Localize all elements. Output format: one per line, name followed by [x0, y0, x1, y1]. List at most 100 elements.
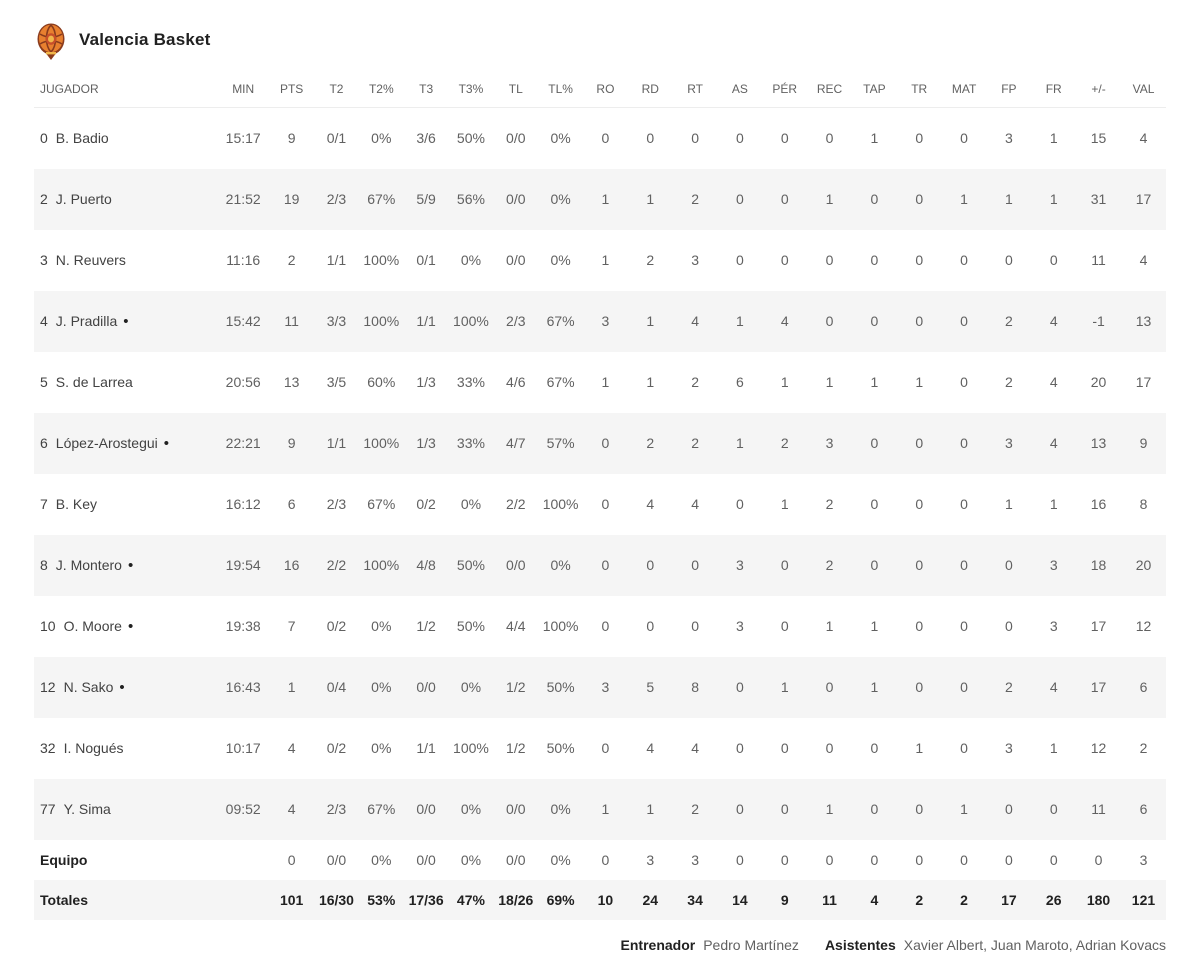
stat-cell: 1/1: [326, 252, 347, 268]
stat-cell: 3: [825, 435, 834, 451]
stat-cell: 3: [736, 557, 744, 573]
stat-cell: 0/2: [326, 618, 347, 634]
stat-cell: 0: [780, 191, 789, 207]
stat-cell: 17: [1135, 374, 1152, 390]
stat-cell: 11: [1091, 801, 1106, 817]
table-row: 3 N. Reuvers 11:16 2 1/1 100% 0/1 0% 0/0 0% 1 2 3 0 0 0…: [34, 230, 1166, 291]
stat-cell: 0%: [371, 851, 392, 868]
stat-cell: 0/0: [416, 851, 436, 868]
stat-cell: 0%: [550, 130, 571, 147]
stat-cell: 3: [1049, 618, 1058, 634]
player-dorsal: 2: [40, 191, 48, 207]
stat-cell: 67%: [367, 801, 396, 817]
stat-cell: 8: [1139, 496, 1148, 512]
stat-cell: 13: [1135, 313, 1152, 329]
stat-cell: 100%: [453, 740, 489, 756]
stat-cell: [217, 880, 269, 920]
stat-cell: 3/5: [326, 374, 347, 390]
stat-cell: 9: [287, 435, 296, 451]
column-header-t2: T2: [314, 72, 359, 108]
stat-cell: 0: [780, 740, 789, 756]
column-header-tl: TL: [493, 72, 539, 108]
stat-cell: 2: [1004, 679, 1013, 695]
player-dorsal: 3: [40, 252, 48, 268]
stat-cell: 1/2: [416, 618, 436, 634]
stat-cell: 0%: [550, 557, 571, 573]
column-header-jugador: JUGADOR: [34, 72, 218, 108]
table-row: 0 B. Badio 15:17 9 0/1 0% 3/6 50% 0/0 0% 0 0 0 0 0 0 1 0 0…: [34, 108, 1166, 169]
assistants-names: Xavier Albert, Juan Maroto, Adrian Kovac…: [903, 936, 1166, 953]
table-header-row: JUGADOR MIN PTS T2 T2% T3 T3% TL TL% RO RD RT AS PÉR R…: [34, 72, 1166, 108]
player-name: Equipo: [40, 851, 88, 868]
column-header-: +/-: [1076, 72, 1121, 108]
table-row: 32 I. Nogués 10:17 4 0/2 0% 1/1 100% 1/2 50% 0 4 4 0 0…: [34, 718, 1166, 779]
stat-cell: 100%: [363, 252, 400, 268]
stat-cell: 0: [601, 557, 610, 573]
player-name: J. Montero: [55, 556, 122, 573]
stat-cell: 0/1: [326, 130, 347, 147]
stat-cell: 4/6: [506, 374, 526, 390]
player-name: J. Puerto: [55, 191, 112, 207]
basketball-crest-icon: [36, 19, 66, 61]
stat-cell: 67%: [367, 496, 396, 512]
stat-cell: 19:38: [225, 618, 261, 634]
stat-cell: 4: [691, 313, 699, 329]
starter-dot-icon: •: [127, 557, 134, 575]
player-name: J. Pradilla: [55, 312, 118, 329]
stat-cell: 57%: [546, 435, 575, 451]
team-header: Valencia Basket: [36, 18, 1166, 62]
stat-cell: 0: [1094, 851, 1103, 868]
equipo-row: Equipo 0 0/0 0% 0/0 0% 0/0 0% 0 3 3 0 0 0 0 0 0 0 0 0 3: [34, 840, 1166, 880]
player-dorsal: 0: [40, 130, 48, 147]
stat-cell: 24: [642, 891, 659, 908]
stat-cell: 67%: [367, 191, 396, 207]
player-dorsal: 10: [40, 617, 56, 634]
stat-cell: 09:52: [225, 801, 261, 817]
stat-cell: 0/0: [326, 851, 347, 868]
stat-cell: 0: [736, 191, 744, 207]
stat-cell: 1/1: [416, 313, 436, 329]
stat-cell: 0/0: [506, 557, 526, 573]
stat-cell: 0%: [460, 496, 482, 512]
stat-cell: 0: [1049, 801, 1058, 817]
stat-cell: 16: [1090, 496, 1107, 512]
stat-cell: 0: [1004, 557, 1013, 573]
stat-cell: 1: [825, 801, 834, 817]
stat-cell: 2: [825, 557, 834, 573]
stat-cell: 2: [287, 252, 296, 268]
stat-cell: 2: [646, 435, 655, 451]
player-cell: 12 N. Sako •: [34, 657, 217, 718]
stat-cell: 6: [736, 374, 744, 390]
player-name: I. Nogués: [63, 740, 124, 756]
stat-cell: 1: [915, 374, 924, 390]
stat-cell: 5/9: [416, 191, 436, 207]
stat-cell: 0: [736, 679, 744, 695]
stat-cell: 1: [736, 313, 744, 329]
stat-cell: 19: [283, 191, 300, 207]
stat-cell: 2: [960, 891, 968, 908]
table-row: 7 B. Key 16:12 6 2/3 67% 0/2 0% 2/2 100% 0 4 4 0 1 2 0 0 0…: [34, 474, 1166, 535]
stat-cell: 0: [736, 130, 744, 147]
stat-cell: 20: [1135, 557, 1152, 573]
column-header-t2: T2%: [358, 72, 404, 108]
stat-cell: 3: [691, 252, 699, 268]
stat-cell: 0: [601, 618, 610, 634]
column-header-fp: FP: [986, 72, 1032, 108]
column-header-mat: MAT: [941, 72, 987, 108]
player-dorsal: 5: [40, 374, 48, 390]
stat-cell: 0%: [550, 801, 571, 817]
stat-cell: 1: [646, 191, 655, 207]
stat-cell: 3: [601, 679, 610, 695]
player-name: N. Sako: [63, 678, 114, 695]
stat-cell: 18/26: [498, 891, 534, 908]
stat-cell: 11:16: [226, 252, 261, 268]
stat-cell: 33%: [456, 435, 485, 451]
stat-cell: 4: [870, 891, 879, 908]
stat-cell: 0: [646, 130, 655, 147]
stat-cell: 1: [1004, 191, 1013, 207]
player-cell: 0 B. Badio: [34, 108, 217, 169]
stat-cell: 1/2: [506, 679, 526, 695]
stat-cell: 12: [1090, 740, 1107, 756]
stat-cell: 20: [1090, 374, 1107, 390]
stat-cell: 0: [646, 618, 655, 634]
